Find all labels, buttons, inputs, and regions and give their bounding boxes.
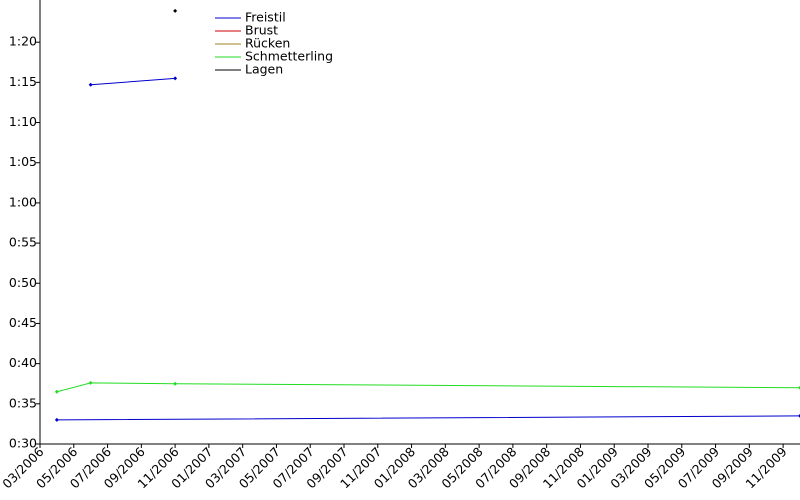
series-line	[56, 382, 800, 393]
legend-label: Lagen	[245, 62, 283, 77]
legend-label: Freistil	[245, 10, 286, 25]
y-tick-label: 1:20	[9, 34, 37, 49]
data-point	[173, 381, 178, 386]
y-tick-label: 0:35	[9, 395, 37, 410]
y-tick-label: 1:15	[9, 74, 37, 89]
y-tick-label: 0:45	[9, 315, 37, 330]
series-line	[56, 77, 800, 421]
data-point	[54, 389, 59, 394]
data-point	[54, 417, 59, 422]
legend-label: Brust	[245, 23, 278, 38]
y-tick-label: 0:30	[9, 436, 37, 451]
legend-label: Schmetterling	[245, 49, 333, 64]
y-tick-label: 1:10	[9, 114, 37, 129]
y-tick-label: 1:00	[9, 194, 37, 209]
y-tick-label: 0:50	[9, 275, 37, 290]
y-tick-label: 1:05	[9, 154, 37, 169]
data-point	[173, 8, 178, 13]
data-point	[173, 76, 178, 81]
y-tick-label: 0:40	[9, 355, 37, 370]
data-point	[88, 82, 93, 87]
legend-label: Rücken	[245, 36, 290, 51]
data-point	[88, 380, 93, 385]
y-tick-label: 0:55	[9, 235, 37, 250]
